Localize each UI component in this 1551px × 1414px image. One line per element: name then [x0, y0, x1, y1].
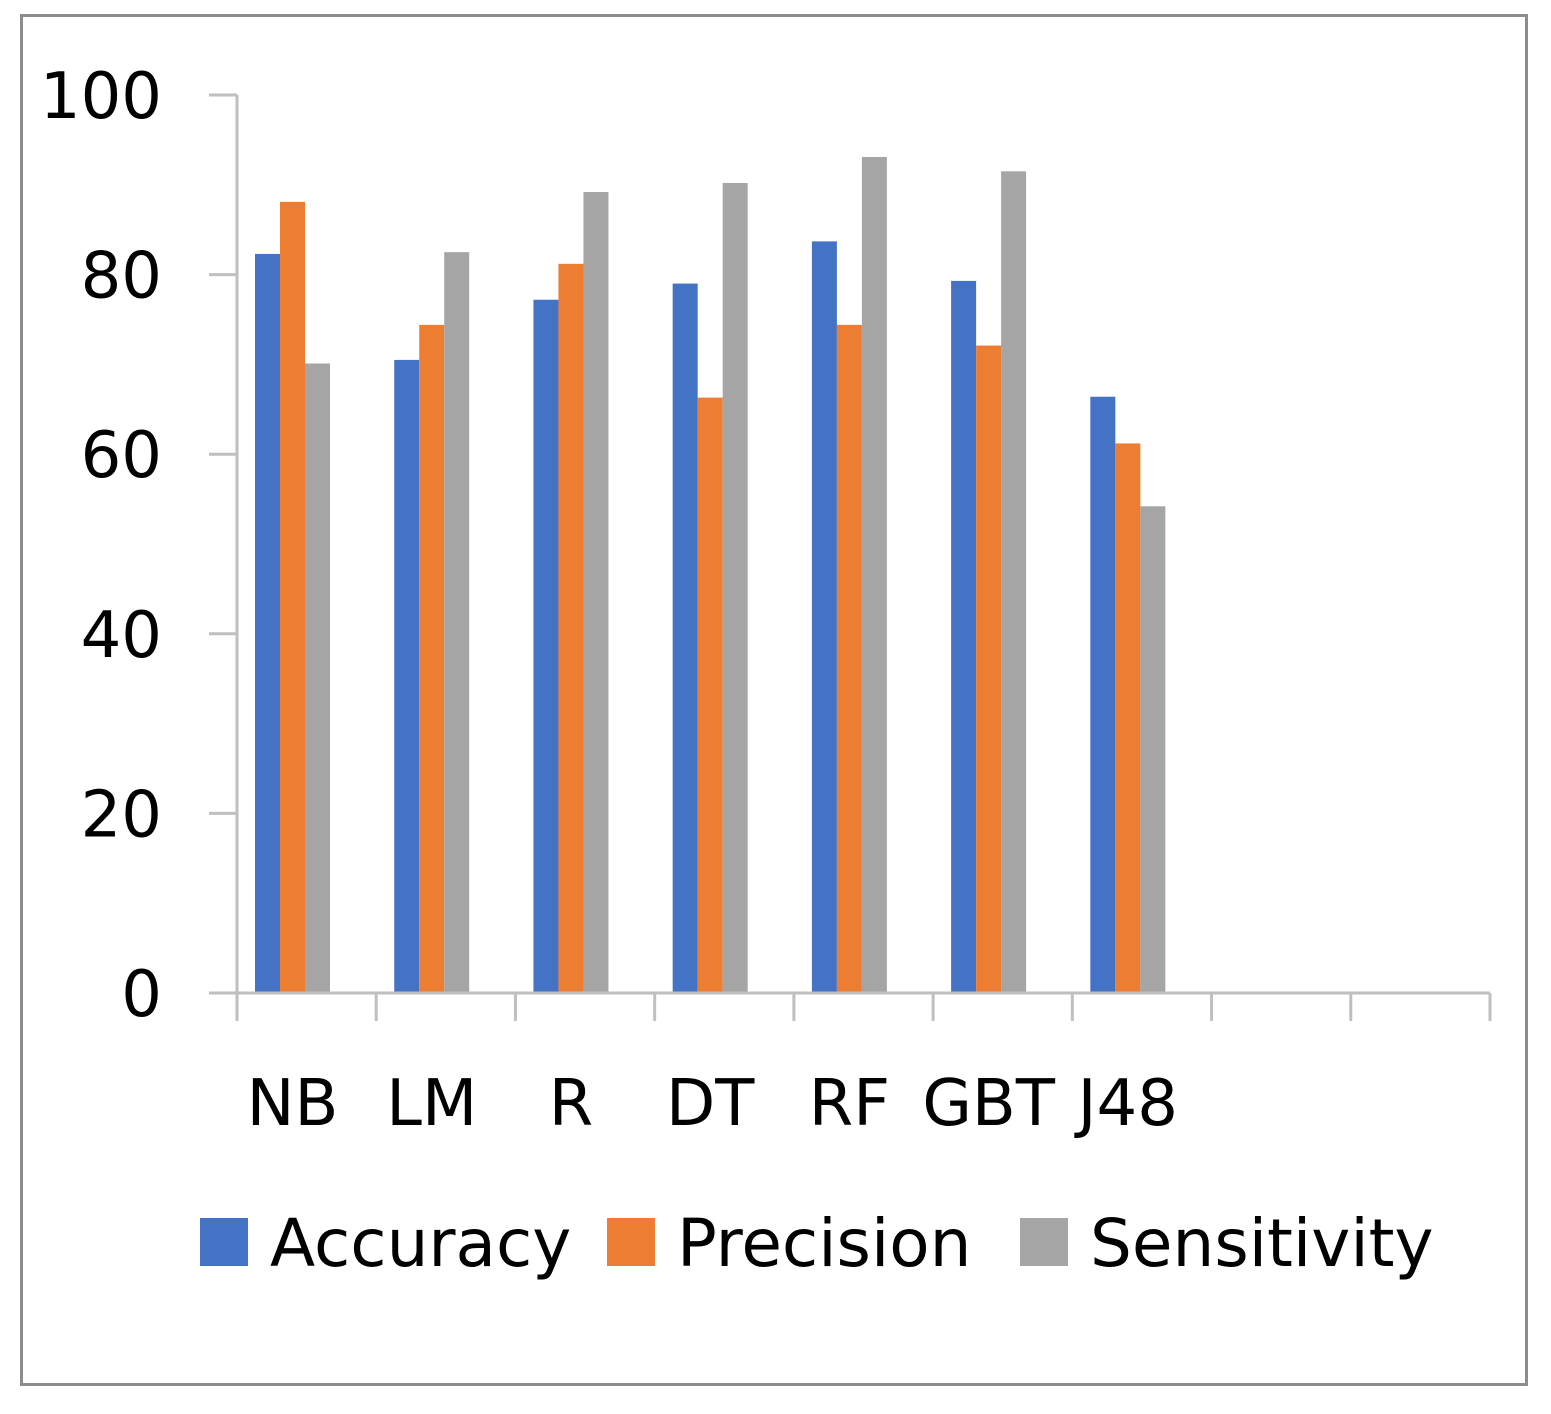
- y-tick-label-80: 80: [81, 240, 162, 314]
- axes-layer: [209, 93, 1492, 1021]
- legend-label-sensitivity: Sensitivity: [1090, 1205, 1434, 1282]
- x-tick-label-gbt: GBT: [922, 1067, 1056, 1141]
- legend: Accuracy Precision Sensitivity: [200, 1205, 1434, 1282]
- y-tick-label-100: 100: [40, 60, 162, 134]
- y-tick-label-60: 60: [81, 419, 162, 493]
- y-tick-label-40: 40: [81, 599, 162, 673]
- bar-precision-dt: [697, 397, 723, 994]
- bar-sensitivity-gbt: [1001, 171, 1027, 993]
- bar-accuracy-gbt: [951, 280, 977, 993]
- legend-swatch-precision: [607, 1218, 655, 1266]
- bar-precision-j48: [1115, 443, 1141, 993]
- bar-sensitivity-lm: [444, 252, 470, 993]
- bar-precision-rf: [836, 324, 862, 993]
- bar-sensitivity-r: [583, 191, 609, 993]
- bar-sensitivity-nb: [305, 363, 330, 993]
- x-tick-label-dt: DT: [666, 1067, 755, 1141]
- bar-sensitivity-rf: [861, 156, 887, 993]
- bar-sensitivity-j48: [1140, 506, 1166, 993]
- legend-swatch-accuracy: [200, 1218, 248, 1266]
- bar-accuracy-j48: [1090, 396, 1116, 993]
- bar-accuracy-nb: [255, 253, 280, 994]
- bar-accuracy-lm: [394, 359, 420, 993]
- bar-precision-nb: [280, 201, 305, 993]
- legend-swatch-sensitivity: [1020, 1218, 1068, 1266]
- x-tick-label-nb: NB: [247, 1067, 339, 1141]
- bar-accuracy-rf: [811, 241, 837, 993]
- labels-layer: 0 20 40 60 80 100 NB LM R DT RF GBT J48: [40, 60, 1178, 1141]
- bar-precision-r: [558, 263, 584, 994]
- legend-label-accuracy: Accuracy: [270, 1205, 571, 1282]
- bar-precision-lm: [419, 324, 445, 993]
- legend-label-precision: Precision: [677, 1205, 972, 1282]
- bar-accuracy-r: [533, 299, 559, 993]
- x-tick-label-lm: LM: [386, 1067, 477, 1141]
- bars-layer: [255, 156, 1166, 994]
- x-tick-label-r: R: [549, 1067, 593, 1141]
- x-tick-label-rf: RF: [809, 1067, 890, 1141]
- y-tick-label-20: 20: [81, 778, 162, 852]
- bar-sensitivity-dt: [722, 183, 748, 993]
- bar-accuracy-dt: [672, 283, 698, 994]
- bar-precision-gbt: [976, 345, 1002, 993]
- x-tick-label-j48: J48: [1074, 1067, 1178, 1141]
- y-tick-label-0: 0: [121, 958, 162, 1032]
